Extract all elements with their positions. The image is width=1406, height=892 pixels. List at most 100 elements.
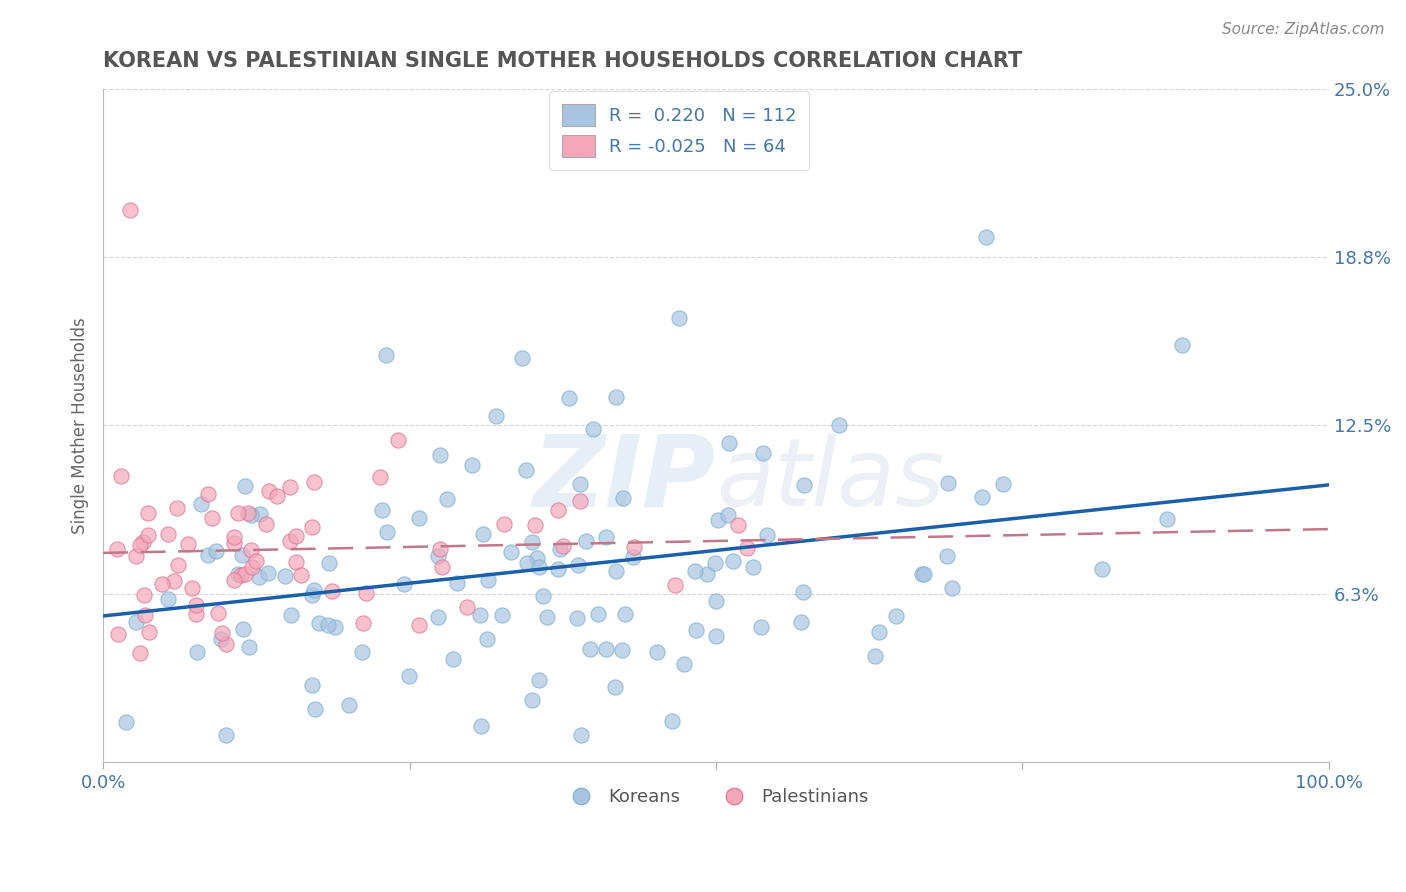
Point xyxy=(186,645,208,659)
Point xyxy=(484,409,506,423)
Point xyxy=(477,574,499,588)
Point xyxy=(200,511,222,525)
Point xyxy=(224,530,246,544)
Point xyxy=(526,550,548,565)
Point xyxy=(105,541,128,556)
Point xyxy=(531,589,554,603)
Point xyxy=(184,607,207,621)
Point xyxy=(706,594,728,608)
Point xyxy=(184,598,207,612)
Point xyxy=(884,609,907,624)
Point xyxy=(177,537,200,551)
Point xyxy=(156,527,179,541)
Point xyxy=(152,576,174,591)
Point xyxy=(290,568,312,582)
Point xyxy=(612,491,634,505)
Point xyxy=(727,518,749,533)
Point xyxy=(548,542,571,557)
Point xyxy=(209,632,232,646)
Point xyxy=(707,513,730,527)
Point xyxy=(735,541,758,555)
Point xyxy=(323,620,346,634)
Point xyxy=(408,618,430,632)
Point xyxy=(911,566,934,581)
Point xyxy=(337,698,360,713)
Point xyxy=(129,646,152,660)
Point xyxy=(132,534,155,549)
Point xyxy=(685,623,707,637)
Point xyxy=(470,719,492,733)
Point xyxy=(755,528,778,542)
Point xyxy=(132,588,155,602)
Point xyxy=(683,564,706,578)
Point xyxy=(558,392,581,406)
Point xyxy=(623,540,645,554)
Point xyxy=(110,468,132,483)
Point xyxy=(427,549,450,564)
Point xyxy=(673,657,696,671)
Point xyxy=(249,507,271,521)
Point xyxy=(429,448,451,462)
Point xyxy=(238,640,260,654)
Point xyxy=(354,586,377,600)
Point xyxy=(368,470,391,484)
Point xyxy=(285,529,308,543)
Point xyxy=(582,422,605,436)
Point xyxy=(912,567,935,582)
Point xyxy=(247,569,270,583)
Point xyxy=(468,608,491,623)
Point xyxy=(278,480,301,494)
Point xyxy=(520,693,543,707)
Point xyxy=(136,527,159,541)
Point xyxy=(551,539,574,553)
Point xyxy=(595,641,617,656)
Point xyxy=(789,615,811,629)
Point xyxy=(704,556,727,570)
Point xyxy=(266,489,288,503)
Point xyxy=(301,520,323,534)
Point xyxy=(371,503,394,517)
Point xyxy=(446,575,468,590)
Point xyxy=(232,622,254,636)
Point xyxy=(742,560,765,574)
Point xyxy=(516,557,538,571)
Point xyxy=(245,554,267,568)
Point xyxy=(136,506,159,520)
Point xyxy=(278,533,301,548)
Point xyxy=(603,680,626,694)
Point xyxy=(460,458,482,472)
Point xyxy=(128,538,150,552)
Point xyxy=(529,559,551,574)
Point xyxy=(575,534,598,549)
Point xyxy=(613,607,636,621)
Point xyxy=(751,620,773,634)
Point xyxy=(302,475,325,490)
Point xyxy=(215,637,238,651)
Point xyxy=(510,351,533,365)
Point xyxy=(595,530,617,544)
Point xyxy=(547,562,569,576)
Text: KOREAN VS PALESTINIAN SINGLE MOTHER HOUSEHOLDS CORRELATION CHART: KOREAN VS PALESTINIAN SINGLE MOTHER HOUS… xyxy=(103,51,1022,70)
Point xyxy=(1156,512,1178,526)
Point xyxy=(499,545,522,559)
Point xyxy=(578,642,600,657)
Point xyxy=(792,584,814,599)
Point xyxy=(936,475,959,490)
Point xyxy=(565,611,588,625)
Point xyxy=(668,310,690,325)
Point xyxy=(120,202,142,217)
Point xyxy=(231,568,253,582)
Point xyxy=(222,536,245,550)
Point xyxy=(236,507,259,521)
Point xyxy=(436,491,458,506)
Point xyxy=(280,608,302,623)
Point xyxy=(215,728,238,742)
Point xyxy=(605,564,627,578)
Point xyxy=(520,535,543,549)
Point xyxy=(441,651,464,665)
Text: atlas: atlas xyxy=(716,434,945,524)
Point xyxy=(301,588,323,602)
Text: Source: ZipAtlas.com: Source: ZipAtlas.com xyxy=(1222,22,1385,37)
Point xyxy=(863,649,886,664)
Point xyxy=(398,669,420,683)
